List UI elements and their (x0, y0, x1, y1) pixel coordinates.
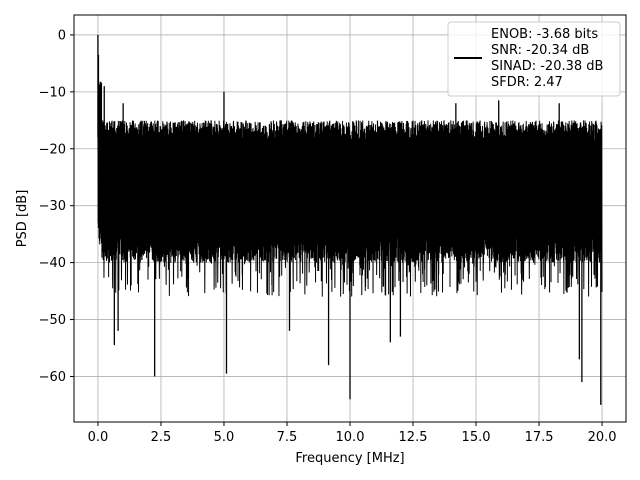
x-tick-label: 10.0 (336, 430, 365, 445)
y-tick-label: 0 (58, 28, 66, 43)
x-tick-label: 12.5 (399, 430, 428, 445)
y-axis-label: PSD [dB] (15, 190, 30, 248)
legend-entry-sfdr: SFDR: 2.47 (491, 75, 563, 90)
x-tick-label: 17.5 (525, 430, 554, 445)
legend-entry-sinad: SINAD: -20.38 dB (491, 59, 603, 74)
y-tick-label: −60 (39, 370, 66, 385)
legend-entry-enob: ENOB: -3.68 bits (491, 27, 598, 42)
y-tick-label: −40 (39, 256, 66, 271)
y-tick-label: −20 (39, 142, 66, 157)
x-axis-ticks: 0.0 2.5 5.0 7.5 10.0 12.5 15.0 17.5 20.0 (88, 422, 617, 445)
legend: ENOB: -3.68 bits SNR: -20.34 dB SINAD: -… (447, 21, 621, 97)
y-tick-label: −30 (39, 199, 66, 214)
x-tick-label: 0.0 (88, 430, 109, 445)
series-dips (113, 234, 602, 405)
plot-area (97, 34, 603, 405)
legend-entry-snr: SNR: -20.34 dB (491, 43, 589, 58)
x-tick-label: 7.5 (277, 430, 298, 445)
x-tick-label: 2.5 (151, 430, 172, 445)
x-tick-label: 5.0 (214, 430, 235, 445)
legend-box (447, 21, 621, 97)
y-tick-label: −50 (39, 313, 66, 328)
y-tick-label: −10 (39, 85, 66, 100)
x-tick-label: 20.0 (588, 430, 617, 445)
x-tick-label: 15.0 (462, 430, 491, 445)
x-axis-label: Frequency [MHz] (295, 451, 404, 466)
y-axis-ticks: 0 −10 −20 −30 −40 −50 −60 (39, 28, 74, 385)
series-peaks (97, 34, 560, 138)
